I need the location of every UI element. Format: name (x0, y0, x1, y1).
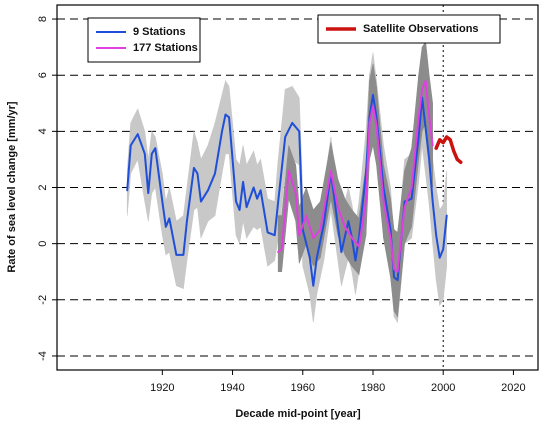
legend-label: Satellite Observations (363, 23, 479, 35)
legend: 9 Stations 177 Stations (87, 17, 201, 63)
x-tick-label: 1920 (150, 382, 174, 394)
uncertainty-band (151, 130, 156, 195)
y-tick-label: 4 (37, 128, 49, 134)
y-tick-label: 2 (37, 184, 49, 190)
legend: Satellite Observations (317, 14, 501, 44)
uncertainty-band (207, 122, 216, 222)
y-tick-label: 6 (37, 72, 49, 78)
series-line (434, 135, 463, 164)
x-tick-label: 2000 (431, 382, 455, 394)
y-axis-label: Rate of sea level change [mm/yr] (6, 101, 18, 273)
x-tick-label: 1980 (361, 382, 385, 394)
plot-frame (56, 4, 539, 371)
y-tick-label: -2 (37, 295, 49, 305)
y-tick-label: 0 (37, 241, 49, 247)
x-tick-label: 1940 (220, 382, 244, 394)
x-tick-label: 2020 (501, 382, 525, 394)
series-line (126, 93, 448, 287)
legend-label: 177 Stations (133, 42, 198, 54)
legend-label: 9 Stations (133, 26, 186, 38)
legend-box (87, 17, 201, 63)
y-tick-label: 8 (37, 16, 49, 22)
x-tick-label: 1960 (291, 382, 315, 394)
uncertainty-band (176, 214, 184, 290)
y-tick-label: -4 (37, 351, 49, 361)
x-axis-label: Decade mid-point [year] (235, 408, 361, 420)
uncertainty-band (277, 215, 283, 273)
series-line (277, 79, 434, 273)
